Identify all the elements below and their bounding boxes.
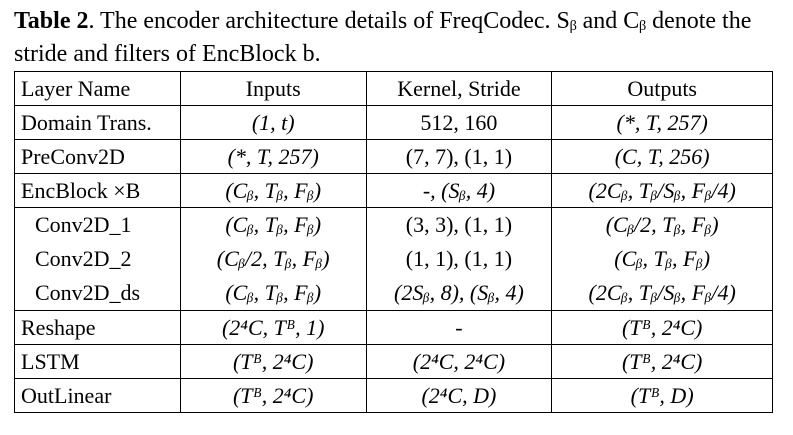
inputs-cell: (Cᵦ, Tᵦ, Fᵦ) xyxy=(179,207,367,242)
table-row: Conv2D_1 (Cᵦ, Tᵦ, Fᵦ) (3, 3), (1, 1) (Cᵦ… xyxy=(14,207,773,242)
layer-name-cell: Domain Trans. xyxy=(14,105,181,140)
table-row: PreConv2D (*, T, 257) (7, 7), (1, 1) (C,… xyxy=(14,139,773,174)
inputs-cell: (Cᵦ, Tᵦ, Fᵦ) xyxy=(179,173,367,208)
outputs-cell: (Cᵦ, Tᵦ, Fᵦ) xyxy=(551,242,773,276)
kernel-stride-cell: (2⁴C, 2⁴C) xyxy=(365,344,553,379)
layer-name-cell: Conv2D_1 xyxy=(14,207,181,242)
header-inputs: Inputs xyxy=(179,71,367,106)
outputs-cell: (Tᴮ, 2⁴C) xyxy=(551,344,773,379)
outputs-cell: (C, T, 256) xyxy=(551,139,773,174)
inputs-cell: (*, T, 257) xyxy=(179,139,367,174)
layer-name-cell: EncBlock ×B xyxy=(14,173,181,208)
kernel-stride-cell: 512, 160 xyxy=(365,105,553,140)
kernel-stride-cell: (3, 3), (1, 1) xyxy=(365,207,553,242)
kernel-stride-cell: -, (Sᵦ, 4) xyxy=(365,173,553,208)
table-row: EncBlock ×B (Cᵦ, Tᵦ, Fᵦ) -, (Sᵦ, 4) (2Cᵦ… xyxy=(14,173,773,208)
layer-name-cell: LSTM xyxy=(14,344,181,379)
layer-name-cell: Reshape xyxy=(14,310,181,345)
table-caption: Table 2. The encoder architecture detail… xyxy=(14,5,784,71)
table-row: Conv2D_ds (Cᵦ, Tᵦ, Fᵦ) (2Sᵦ, 8), (Sᵦ, 4)… xyxy=(14,276,773,311)
kernel-stride-cell: (7, 7), (1, 1) xyxy=(365,139,553,174)
outputs-cell: (Tᴮ, D) xyxy=(551,378,773,413)
inputs-cell: (Tᴮ, 2⁴C) xyxy=(179,344,367,379)
outputs-cell: (2Cᵦ, Tᵦ/Sᵦ, Fᵦ/4) xyxy=(551,173,773,208)
layer-name-cell: OutLinear xyxy=(14,378,181,413)
header-outputs: Outputs xyxy=(551,71,773,106)
inputs-cell: (Cᵦ, Tᵦ, Fᵦ) xyxy=(179,276,367,311)
caption-text: . The encoder architecture details of Fr… xyxy=(14,8,752,67)
inputs-cell: (Tᴮ, 2⁴C) xyxy=(179,378,367,413)
table-row: Reshape (2⁴C, Tᴮ, 1) - (Tᴮ, 2⁴C) xyxy=(14,310,773,345)
kernel-stride-cell: (2Sᵦ, 8), (Sᵦ, 4) xyxy=(365,276,553,311)
layer-name-cell: Conv2D_ds xyxy=(14,276,181,311)
layer-name-cell: Conv2D_2 xyxy=(14,242,181,276)
table-row: LSTM (Tᴮ, 2⁴C) (2⁴C, 2⁴C) (Tᴮ, 2⁴C) xyxy=(14,344,773,379)
inputs-cell: (2⁴C, Tᴮ, 1) xyxy=(179,310,367,345)
header-row: Layer Name Inputs Kernel, Stride Outputs xyxy=(14,71,773,106)
header-kernel-stride: Kernel, Stride xyxy=(365,71,553,106)
outputs-cell: (2Cᵦ, Tᵦ/Sᵦ, Fᵦ/4) xyxy=(551,276,773,311)
table-row: Domain Trans. (1, t) 512, 160 (*, T, 257… xyxy=(14,105,773,140)
outputs-cell: (Tᴮ, 2⁴C) xyxy=(551,310,773,345)
layer-name-cell: PreConv2D xyxy=(14,139,181,174)
kernel-stride-cell: - xyxy=(365,310,553,345)
outputs-cell: (*, T, 257) xyxy=(551,105,773,140)
caption-label: Table 2 xyxy=(14,8,89,34)
kernel-stride-cell: (2⁴C, D) xyxy=(365,378,553,413)
encoder-architecture-table: Layer Name Inputs Kernel, Stride Outputs… xyxy=(14,71,773,413)
inputs-cell: (1, t) xyxy=(179,105,367,140)
header-layer-name: Layer Name xyxy=(14,71,181,106)
inputs-cell: (Cᵦ/2, Tᵦ, Fᵦ) xyxy=(179,242,367,276)
outputs-cell: (Cᵦ/2, Tᵦ, Fᵦ) xyxy=(551,207,773,242)
table-row: OutLinear (Tᴮ, 2⁴C) (2⁴C, D) (Tᴮ, D) xyxy=(14,378,773,413)
table-row: Conv2D_2 (Cᵦ/2, Tᵦ, Fᵦ) (1, 1), (1, 1) (… xyxy=(14,242,773,276)
kernel-stride-cell: (1, 1), (1, 1) xyxy=(365,242,553,276)
